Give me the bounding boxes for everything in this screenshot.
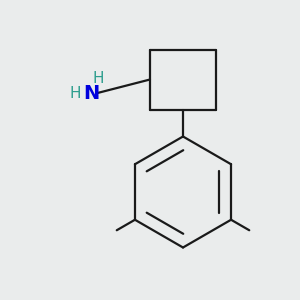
Text: H: H [69,85,81,100]
Text: H: H [92,71,104,86]
Text: N: N [83,83,100,103]
